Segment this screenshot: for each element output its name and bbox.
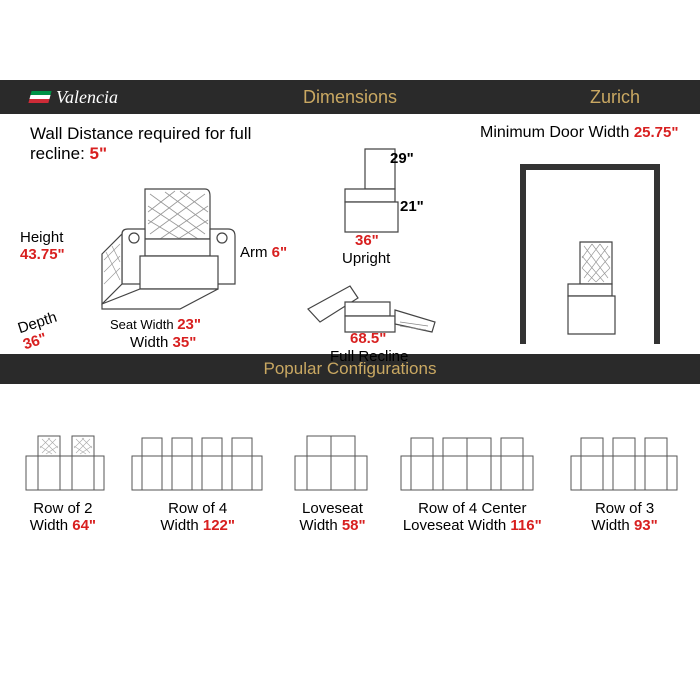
config-name: Row of 2 <box>33 500 92 517</box>
width-label: Width 35" <box>130 334 196 351</box>
config-loveseat-drawing <box>287 426 377 496</box>
door-view: Minimum Door Width 25.75" <box>480 124 680 350</box>
arm-value: 6" <box>272 244 287 261</box>
config-width-label: Width <box>299 517 337 534</box>
config-name: Row of 4 <box>168 500 227 517</box>
upright-label: Upright <box>342 250 390 267</box>
header-bar: Valencia Dimensions Zurich <box>0 80 700 114</box>
config-row4-drawing <box>128 426 268 496</box>
config-row3: Row of 3 Width 93" <box>567 426 682 535</box>
wall-distance-label: Wall Distance required for full recline: <box>30 124 251 163</box>
config-width-value: 116" <box>510 517 541 534</box>
header-center: Dimensions <box>303 87 397 108</box>
upright-base-value: 36" <box>355 232 379 249</box>
seat-width-value: 23" <box>177 316 201 333</box>
upright-side-value: 21" <box>400 198 424 215</box>
height-value: 43.75" <box>20 246 65 263</box>
config-row4: Row of 4 Width 122" <box>128 426 268 535</box>
config-width-value: 64" <box>72 517 96 534</box>
config-row2: Row of 2 Width 64" <box>18 426 108 535</box>
recline-len-value: 68.5" <box>350 330 386 347</box>
config-loveseat: Loveseat Width 58" <box>287 426 377 535</box>
config-width-label: Loveseat Width <box>403 517 506 534</box>
upright-base: 36" <box>355 232 379 249</box>
height-label: Height 43.75" <box>20 229 65 263</box>
seat-width-label: Seat Width 23" <box>110 316 201 333</box>
config-row3-drawing <box>567 426 682 496</box>
chair-side-views: 29" 21" 36" Upright 68.5" Full Recline <box>300 124 480 350</box>
door-width-note: Minimum Door Width 25.75" <box>480 124 678 142</box>
door-width-label: Minimum Door Width <box>480 124 629 141</box>
upright-top-value: 29" <box>390 150 414 167</box>
config-row4cl-drawing <box>397 426 547 496</box>
italian-flag-icon <box>28 91 51 103</box>
depth-label: Depth 36" <box>16 309 65 354</box>
config-name: Loveseat <box>302 500 363 517</box>
header-right: Zurich <box>590 87 640 108</box>
door-frame <box>520 164 660 344</box>
brand-name: Valencia <box>56 87 118 108</box>
width-value: 35" <box>173 334 197 351</box>
chair-front-view: Wall Distance required for full recline:… <box>20 124 300 350</box>
config-width-value: 58" <box>342 517 366 534</box>
config-name: Row of 4 Center <box>418 500 526 517</box>
door-chair-drawing <box>550 234 630 344</box>
config-row2-drawing <box>18 426 108 496</box>
config-width-value: 122" <box>203 517 235 534</box>
config-width-label: Width <box>30 517 68 534</box>
dimensions-panel: Wall Distance required for full recline:… <box>0 114 700 354</box>
wall-distance-note: Wall Distance required for full recline:… <box>30 124 300 164</box>
config-width-label: Width <box>160 517 198 534</box>
recline-len: 68.5" <box>350 330 386 347</box>
config-width-value: 93" <box>634 517 658 534</box>
recline-label: Full Recline <box>330 348 408 365</box>
wall-distance-value: 5" <box>90 144 108 163</box>
config-row4-center-loveseat: Row of 4 Center Loveseat Width 116" <box>397 426 547 535</box>
brand: Valencia <box>30 87 118 108</box>
door-width-value: 25.75" <box>634 124 679 141</box>
configs-row: Row of 2 Width 64" Row of 4 Width 122" <box>0 384 700 534</box>
arm-label: Arm 6" <box>240 244 287 261</box>
config-width-label: Width <box>591 517 629 534</box>
config-name: Row of 3 <box>595 500 654 517</box>
